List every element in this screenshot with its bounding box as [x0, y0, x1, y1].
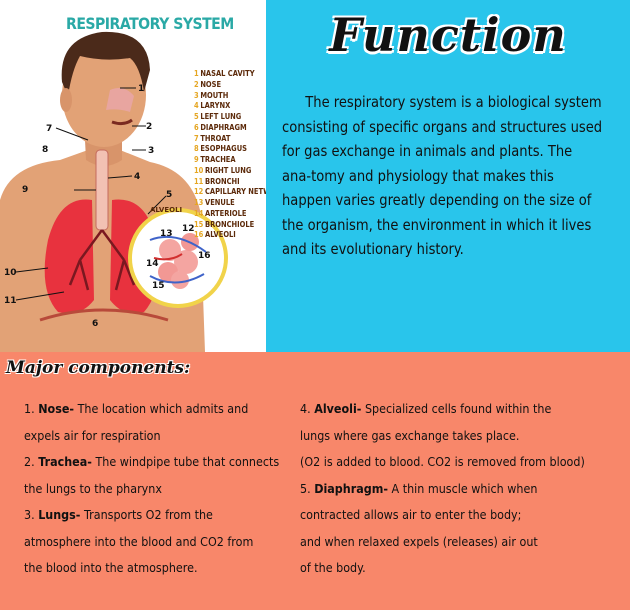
legend-item: 7 THROAT [194, 132, 231, 143]
function-body: The respiratory system is a biological s… [282, 93, 603, 258]
callout-2: 2 [146, 122, 152, 132]
legend-item: 16 ALVEOLI [194, 229, 236, 240]
components-list-right: 4. Alveoli- Specialized cells found with… [300, 396, 597, 582]
legend-item: 15 BRONCHIOLE [194, 218, 255, 229]
function-panel: Function The respiratory system is a bio… [266, 0, 630, 352]
diagram-title: RESPIRATORY SYSTEM [66, 14, 234, 33]
callout-12: 12 [182, 224, 195, 234]
legend-item: 8 ESOPHAGUS [194, 143, 247, 154]
list-item: 5. Diaphragm- A thin muscle which when c… [300, 480, 538, 576]
legend-item: 9 TRACHEA [194, 154, 236, 164]
callout-10: 10 [4, 268, 17, 278]
legend-item: 10 RIGHT LUNG [194, 164, 252, 175]
legend-item: 14 ARTERIOLE [194, 207, 247, 218]
legend-item: 2 NOSE [194, 78, 222, 89]
legend-item: 4 LARYNX [194, 100, 231, 111]
callout-3: 3 [148, 146, 154, 156]
respiratory-illustration: 1 2 3 4 5 6 7 8 9 10 11 12 13 14 15 16 [0, 31, 228, 352]
callout-14: 14 [146, 259, 159, 269]
callout-8: 8 [42, 145, 48, 155]
callout-11: 11 [4, 296, 17, 306]
diaphragm [39, 308, 169, 322]
bronchi [68, 229, 136, 291]
head [62, 43, 146, 147]
right-lung [44, 199, 94, 314]
callout-4: 4 [134, 172, 140, 182]
list-item: 1. Nose- The location which admits and e… [24, 401, 249, 443]
components-title: Major components: [6, 358, 191, 378]
callout-15: 15 [152, 281, 165, 291]
alveoli-label: ALVEOLI [150, 206, 183, 214]
legend-item: 11 BRONCHI [194, 175, 240, 186]
legend-item: 13 VENULE [194, 197, 235, 207]
components-list-left: 1. Nose- The location which admits and e… [24, 396, 296, 582]
mouth [111, 118, 133, 126]
anatomy-panel: RESPIRATORY SYSTEM [0, 0, 266, 352]
list-item: 3. Lungs- Transports O2 from the atmosph… [24, 507, 254, 575]
callout-13: 13 [160, 229, 173, 239]
callout-numbers: 1 2 3 4 5 6 7 8 9 10 11 12 13 14 15 16 [4, 84, 211, 329]
legend-item: 5 LEFT LUNG [194, 111, 242, 121]
diagram-legend: 1 NASAL CAVITY 2 NOSE 3 MOUTH 4 LARYNX 5 LEFT… [194, 68, 266, 240]
components-panel: Major components: 1. Nose- The location … [0, 352, 630, 610]
legend-item: 6 DIAPHRAGM [194, 121, 247, 132]
callout-16: 16 [198, 251, 211, 261]
list-item: 4. Alveoli- Specialized cells found with… [300, 401, 585, 469]
callout-5: 5 [166, 190, 172, 200]
legend-item: 1 NASAL CAVITY [194, 68, 255, 78]
callout-1: 1 [138, 84, 144, 94]
hair [61, 31, 150, 96]
alveoli-cluster [149, 233, 207, 289]
callout-6: 6 [92, 319, 98, 329]
list-item: 2. Trachea- The windpipe tube that conne… [24, 454, 280, 496]
ear [60, 88, 72, 112]
nasal-cavity [106, 88, 134, 112]
legend-item: 3 MOUTH [194, 89, 229, 100]
callout-lines [15, 87, 167, 301]
function-title: Function [329, 8, 567, 62]
callout-7: 7 [46, 124, 52, 134]
callout-9: 9 [22, 185, 28, 195]
trachea [95, 149, 109, 231]
